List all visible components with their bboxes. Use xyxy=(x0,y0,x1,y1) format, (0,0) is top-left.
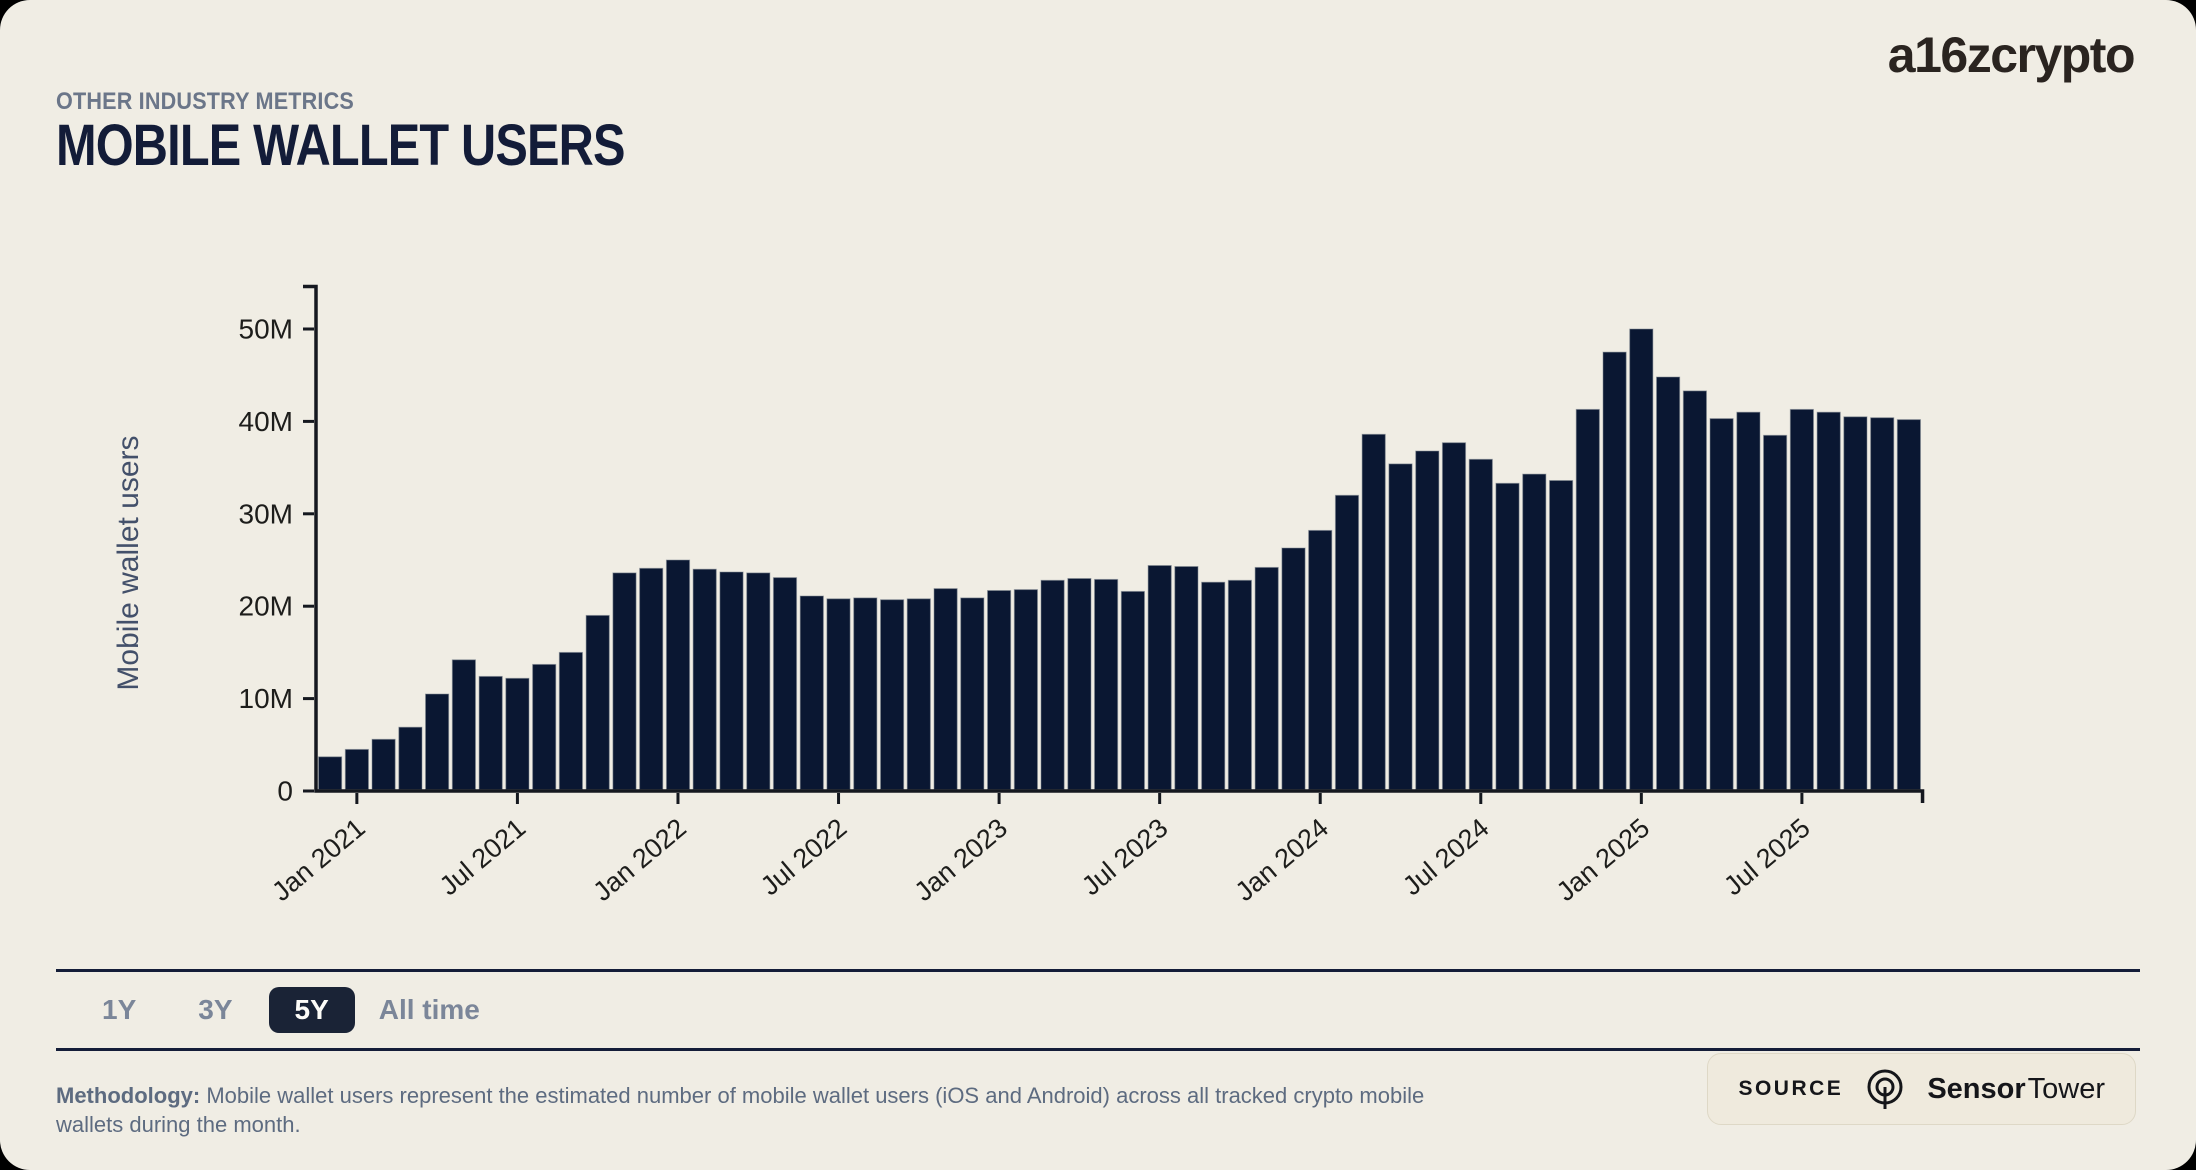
y-tick-label: 40M xyxy=(239,406,293,437)
bar-mar-2025[interactable] xyxy=(1682,390,1708,790)
bar-may-2022[interactable] xyxy=(772,577,798,790)
time-range-controls: 1Y 3Y 5Y All time xyxy=(56,969,2140,1051)
bar-apr-2024[interactable] xyxy=(1388,463,1413,790)
x-tick-label: Jul 2025 xyxy=(1718,813,1815,902)
sensor-tower-wordmark: SensorTower xyxy=(1927,1072,2105,1105)
bar-sep-2023[interactable] xyxy=(1201,581,1226,791)
bar-apr-2025[interactable] xyxy=(1709,418,1734,790)
bar-oct-2022[interactable] xyxy=(906,598,931,790)
bar-feb-2022[interactable] xyxy=(692,568,717,791)
bar-may-2023[interactable] xyxy=(1094,578,1119,791)
bar-jul-2025[interactable] xyxy=(1789,408,1815,790)
bar-nov-2021[interactable] xyxy=(612,572,637,791)
x-tick-label: Jan 2024 xyxy=(1230,813,1334,907)
methodology-note: Methodology: Mobile wallet users represe… xyxy=(56,1082,1456,1139)
source-label: SOURCE xyxy=(1738,1077,1844,1100)
source-badge[interactable]: SOURCE SensorTower xyxy=(1707,1053,2136,1125)
bar-may-2021[interactable] xyxy=(451,659,476,790)
bar-jan-2022[interactable] xyxy=(665,559,691,790)
y-tick-label: 30M xyxy=(239,498,293,529)
x-tick-label: Jan 2022 xyxy=(587,813,691,907)
bar-feb-2025[interactable] xyxy=(1656,376,1681,790)
bar-jan-2025[interactable] xyxy=(1629,328,1654,790)
bar-mar-2024[interactable] xyxy=(1361,433,1386,790)
sensor-tower-icon xyxy=(1867,1069,1903,1109)
bar-sep-2024[interactable] xyxy=(1522,473,1547,790)
y-tick-label: 10M xyxy=(239,683,293,714)
bar-nov-2024[interactable] xyxy=(1575,408,1600,790)
y-tick-label: 20M xyxy=(239,591,293,622)
bar-oct-2025[interactable] xyxy=(1870,417,1895,790)
bar-jan-2021[interactable] xyxy=(344,748,369,791)
bar-jun-2021[interactable] xyxy=(478,675,503,791)
bar-dec-2020[interactable] xyxy=(318,756,343,790)
mobile-wallet-users-bar-chart[interactable]: 0 10M 20M 30M 40M 50M Jan 2021 Jul 2021 Jan 2022… xyxy=(0,0,2196,940)
eyebrow-label: OTHER INDUSTRY METRICS xyxy=(56,88,354,115)
bar-jul-2021[interactable] xyxy=(505,677,530,790)
bar-aug-2024[interactable] xyxy=(1495,482,1520,790)
bar-nov-2022[interactable] xyxy=(933,588,958,790)
bar-jan-2024[interactable] xyxy=(1308,529,1333,791)
x-tick-label: Jul 2022 xyxy=(755,813,852,902)
bar-aug-2021[interactable] xyxy=(532,663,557,791)
bar-dec-2021[interactable] xyxy=(639,567,664,790)
bar-dec-2022[interactable] xyxy=(960,597,985,791)
range-button-3y[interactable]: 3Y xyxy=(172,987,258,1033)
bar-jul-2024[interactable] xyxy=(1468,458,1493,790)
range-button-5y[interactable]: 5Y xyxy=(268,987,355,1033)
bar-feb-2021[interactable] xyxy=(371,738,396,790)
bar-jun-2024[interactable] xyxy=(1441,442,1467,790)
bar-oct-2024[interactable] xyxy=(1549,480,1574,790)
bar-jul-2022[interactable] xyxy=(826,598,851,790)
page-title: MOBILE WALLET USERS xyxy=(56,113,626,178)
bar-oct-2023[interactable] xyxy=(1227,579,1253,790)
bar-aug-2022[interactable] xyxy=(853,597,878,791)
x-tick-label: Jan 2025 xyxy=(1551,813,1655,907)
x-tick-label: Jul 2023 xyxy=(1076,813,1173,902)
methodology-text: Mobile wallet users represent the estima… xyxy=(56,1083,1425,1137)
y-tick-label: 0 xyxy=(277,776,293,807)
bar-may-2024[interactable] xyxy=(1415,450,1440,790)
bar-jun-2025[interactable] xyxy=(1763,434,1788,790)
bar-oct-2021[interactable] xyxy=(585,614,610,791)
y-tick-label: 50M xyxy=(239,314,293,345)
a16zcrypto-logo: a16zcrypto xyxy=(1887,27,2136,83)
bar-jun-2023[interactable] xyxy=(1120,590,1146,791)
x-tick-label: Jan 2023 xyxy=(909,813,1013,907)
bar-mar-2022[interactable] xyxy=(719,571,744,790)
bar-nov-2023[interactable] xyxy=(1254,566,1279,791)
bar-mar-2023[interactable] xyxy=(1040,579,1065,790)
bar-sep-2025[interactable] xyxy=(1843,416,1868,790)
bar-apr-2022[interactable] xyxy=(746,572,771,791)
bar-jan-2023[interactable] xyxy=(987,590,1012,790)
x-tick-label: Jul 2024 xyxy=(1397,813,1494,902)
bar-may-2025[interactable] xyxy=(1736,411,1761,790)
bar-dec-2024[interactable] xyxy=(1602,351,1627,790)
bar-feb-2023[interactable] xyxy=(1013,589,1038,790)
y-axis-label: Mobile wallet users xyxy=(112,435,145,690)
bar-aug-2025[interactable] xyxy=(1816,411,1841,790)
bar-aug-2023[interactable] xyxy=(1174,566,1199,790)
methodology-label: Methodology: xyxy=(56,1083,201,1108)
bar-mar-2021[interactable] xyxy=(398,726,423,791)
bar-jun-2022[interactable] xyxy=(799,595,824,790)
bar-jul-2023[interactable] xyxy=(1147,565,1172,790)
bar-nov-2025[interactable] xyxy=(1896,419,1922,790)
bar-apr-2023[interactable] xyxy=(1067,578,1092,790)
x-tick-label: Jul 2021 xyxy=(434,813,531,902)
x-tick-label: Jan 2021 xyxy=(266,813,370,907)
bar-feb-2024[interactable] xyxy=(1334,494,1360,790)
bar-dec-2023[interactable] xyxy=(1281,547,1306,790)
bar-sep-2022[interactable] xyxy=(880,599,905,791)
range-button-1y[interactable]: 1Y xyxy=(76,987,162,1033)
bar-apr-2021[interactable] xyxy=(425,693,450,790)
range-button-all-time[interactable]: All time xyxy=(365,987,506,1033)
bar-sep-2021[interactable] xyxy=(558,651,583,791)
